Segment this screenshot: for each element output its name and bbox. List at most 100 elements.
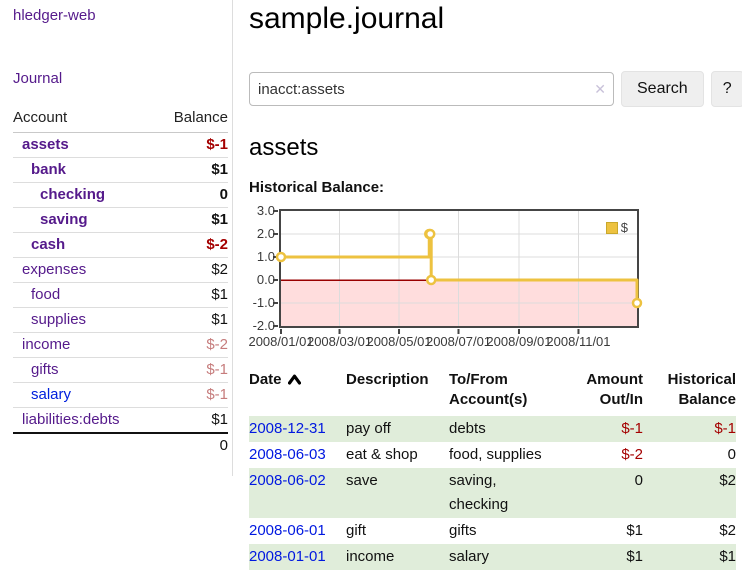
chart-canvas (273, 210, 643, 334)
historical-balance-chart: $ 3.0 2.0 1.0 0.0 -1.0 -2.0 2008/01/01 2008/03/… (248, 203, 643, 349)
sort-ascending-icon (287, 374, 301, 385)
chart-title: Historical Balance: (249, 179, 385, 196)
sidebar-item-journal[interactable]: Journal (13, 70, 63, 87)
sidebar-account-link[interactable]: cash (31, 236, 66, 253)
account-cell: gifts (13, 357, 156, 383)
y-axis-tick-label: 2.0 (256, 226, 275, 241)
y-axis-tick-label: -2.0 (252, 318, 275, 333)
sidebar-account-link[interactable]: income (22, 336, 71, 353)
app-brand-link[interactable]: hledger-web (13, 7, 96, 24)
transaction-date-link[interactable]: 2008-06-01 (249, 522, 326, 539)
register-date-cell: 2008-12-31 (249, 416, 346, 442)
sidebar-account-link[interactable]: liabilities:debts (22, 411, 120, 428)
register-description-cell: pay off (346, 420, 391, 437)
register-row: 2008-06-03 eat & shop food, supplies $-2 0 (249, 442, 736, 468)
search-help-button[interactable]: ? (710, 71, 742, 107)
accounts-total-value: 0 (155, 432, 228, 458)
account-balance: $1 (155, 407, 228, 433)
chart-legend: $ (605, 220, 628, 235)
account-row: cash $-2 (13, 232, 228, 258)
account-cell: cash (13, 232, 156, 258)
sidebar-account-link[interactable]: expenses (22, 261, 87, 278)
register-row: 2008-06-02 save saving, checking 0 $2 (249, 468, 736, 518)
register-description-cell: eat & shop (346, 446, 418, 463)
register-amount-cell: $1 (626, 548, 643, 565)
register-header-date: Date (249, 370, 346, 416)
y-axis-tick-label: -1.0 (252, 295, 275, 310)
transaction-date-link[interactable]: 2008-12-31 (249, 420, 326, 437)
accounts-total-row: 0 (13, 432, 228, 458)
sidebar-account-link[interactable]: checking (40, 186, 106, 203)
sidebar-account-link[interactable]: saving (40, 211, 88, 228)
account-cell: expenses (13, 257, 156, 283)
sidebar-account-link[interactable]: assets (22, 136, 69, 153)
register-amount-cell: $-1 (621, 420, 643, 437)
account-row: assets $-1 (13, 133, 228, 158)
transaction-date-link[interactable]: 2008-06-02 (249, 472, 326, 489)
account-heading: assets (249, 134, 319, 161)
register-description-cell: gift (346, 522, 367, 539)
chart-plot-area[interactable]: $ (273, 209, 643, 334)
search-button[interactable]: Search (621, 71, 704, 107)
sidebar-account-link[interactable]: gifts (31, 361, 59, 378)
accounts-body: assets $-1 bank $1 checking 0 saving $1 cash $-2 e… (13, 133, 228, 433)
account-row: food $1 (13, 282, 228, 308)
legend-label: $ (620, 220, 628, 235)
account-cell: checking (13, 182, 156, 208)
account-cell: bank (13, 157, 156, 183)
register-date-cell: 2008-06-01 (249, 518, 346, 544)
account-balance: $2 (155, 257, 228, 283)
y-axis-tick-label: 1.0 (256, 249, 275, 264)
account-cell: food (13, 282, 156, 308)
y-axis-tick-label: 0.0 (256, 272, 275, 287)
register-row: 2008-12-31 pay off debts $-1 $-1 (249, 416, 736, 442)
register-accounts-cell: saving, checking (449, 472, 509, 513)
account-cell: salary (13, 382, 156, 408)
accounts-balance-table: Account Balance assets $-1 bank $1 checking 0… (13, 109, 228, 458)
register-header-balance: Historical Balance (667, 371, 736, 408)
transaction-date-link[interactable]: 2008-06-03 (249, 446, 326, 463)
register-table: Date Description To/From Account(s) Amou… (249, 370, 736, 570)
y-axis-tick-label: 3.0 (256, 203, 275, 218)
register-row: 2008-06-01 gift gifts $1 $2 (249, 518, 736, 544)
account-balance: $-1 (155, 357, 228, 383)
register-header-description: Description (346, 371, 429, 388)
account-row: expenses $2 (13, 257, 228, 283)
register-balance-cell: 0 (727, 446, 736, 463)
register-amount-cell: $-2 (621, 446, 643, 463)
register-description-cell: income (346, 548, 395, 565)
sidebar: hledger-web Journal Account Balance asse… (0, 0, 233, 476)
x-axis-tick-label: 2008/01/01 (248, 334, 314, 349)
register-balance-cell: $2 (719, 472, 736, 489)
transaction-date-link[interactable]: 2008-01-01 (249, 548, 326, 565)
account-cell: saving (13, 207, 156, 233)
accounts-header-balance: Balance (155, 109, 228, 133)
register-header-accounts: To/From Account(s) (449, 371, 528, 408)
account-balance: $1 (155, 157, 228, 183)
legend-swatch-icon (605, 221, 618, 234)
sidebar-account-link[interactable]: food (31, 286, 61, 303)
account-row: gifts $-1 (13, 357, 228, 383)
register-description-cell: save (346, 472, 378, 489)
account-balance: $-2 (155, 232, 228, 258)
x-axis-tick-label: 2008/09/01 (486, 334, 552, 349)
search-input[interactable] (249, 72, 614, 106)
main-content: sample.journal ✕ Search ? assets Histori… (233, 0, 742, 582)
sidebar-account-link[interactable]: bank (31, 161, 67, 178)
account-balance: $1 (155, 282, 228, 308)
account-row: checking 0 (13, 182, 228, 208)
sidebar-account-link[interactable]: supplies (31, 311, 87, 328)
register-row: 2008-01-01 income salary $1 $1 (249, 544, 736, 570)
account-balance: $1 (155, 207, 228, 233)
clear-search-icon[interactable]: ✕ (594, 81, 606, 97)
register-date-cell: 2008-06-03 (249, 442, 346, 468)
account-row: bank $1 (13, 157, 228, 183)
register-accounts-cell: gifts (449, 522, 477, 539)
sidebar-account-link[interactable]: salary (31, 386, 72, 403)
register-header-row: Date Description To/From Account(s) Amou… (249, 370, 736, 416)
x-axis-tick-label: 2008/07/01 (425, 334, 492, 349)
x-axis-tick-label: 2008/11/01 (546, 334, 611, 349)
account-cell: liabilities:debts (13, 407, 156, 433)
page-title: sample.journal (249, 2, 445, 35)
x-axis-tick-label: 2008/05/01 (366, 334, 432, 349)
